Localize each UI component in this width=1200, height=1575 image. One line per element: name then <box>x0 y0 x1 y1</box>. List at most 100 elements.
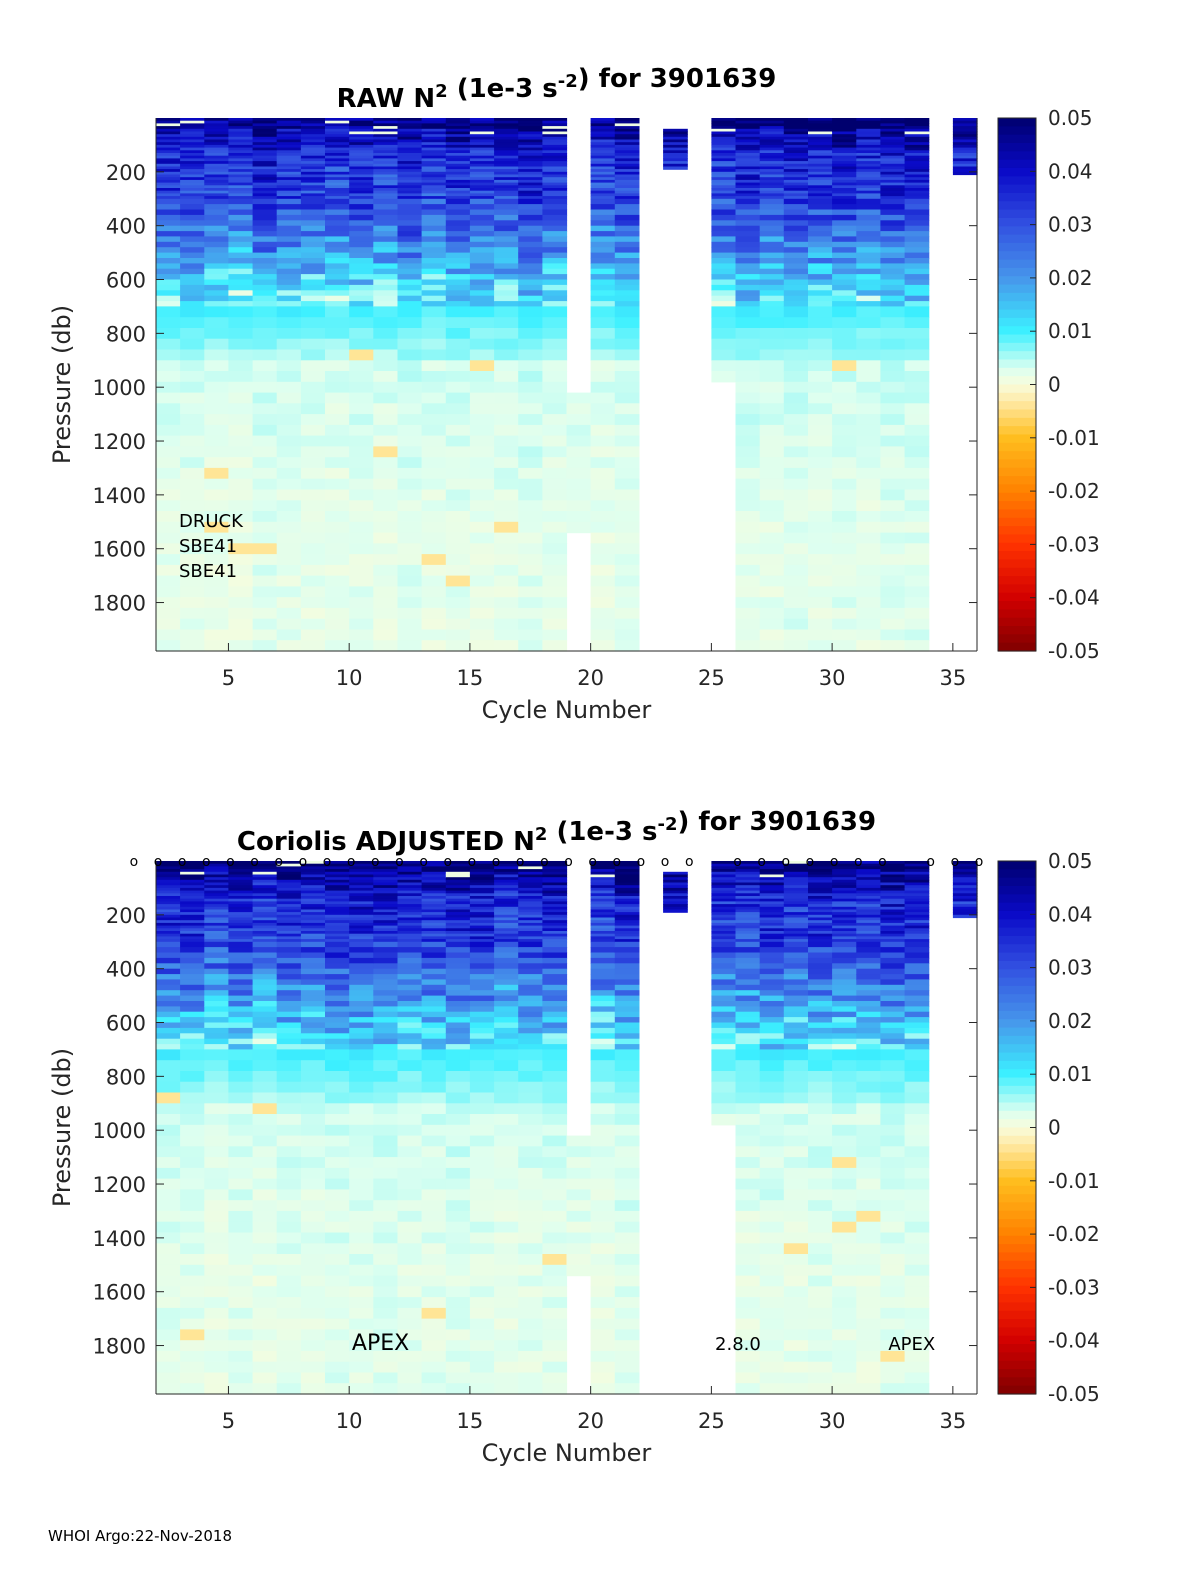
heatmap-cell <box>783 241 809 248</box>
heatmap-cell <box>735 279 761 286</box>
heatmap-cell <box>542 142 568 146</box>
heatmap-cell <box>228 306 254 318</box>
heatmap-cell <box>445 279 471 286</box>
heatmap-cell <box>494 952 519 959</box>
heatmap-cell <box>590 196 616 200</box>
heatmap-cell <box>373 247 398 254</box>
y-tick-label: 400 <box>106 958 146 982</box>
heatmap-cell <box>783 1103 809 1115</box>
heatmap-cell <box>421 1243 447 1255</box>
heatmap-cell <box>542 532 568 544</box>
heatmap-cell <box>614 155 640 159</box>
heatmap-cell <box>880 896 906 900</box>
heatmap-cell <box>880 968 906 975</box>
heatmap-cell <box>276 295 302 302</box>
heatmap-cell <box>735 163 761 168</box>
heatmap-cell <box>783 279 809 286</box>
heatmap-cell <box>542 939 568 943</box>
heatmap-cell <box>349 258 374 264</box>
heatmap-cell <box>228 904 254 908</box>
heatmap-cell <box>783 618 809 631</box>
heatmap-cell <box>228 995 254 1002</box>
float-annotation: 2.8.0 <box>715 1334 761 1355</box>
heatmap-cell <box>156 258 181 264</box>
heatmap-cell <box>276 1210 302 1223</box>
heatmap-cell <box>735 586 761 598</box>
heatmap-cell <box>180 554 205 566</box>
heatmap-cell <box>204 446 229 458</box>
heatmap-cell <box>228 1033 254 1040</box>
heatmap-cell <box>518 1189 543 1201</box>
heatmap-cell <box>518 128 543 133</box>
heatmap-cell <box>252 1092 278 1104</box>
colorbar-segment <box>998 492 1036 502</box>
heatmap-cell <box>445 607 471 620</box>
heatmap-cell <box>180 928 205 932</box>
heatmap-cell <box>904 521 930 534</box>
heatmap-cell <box>518 144 543 149</box>
heatmap-cell <box>252 414 278 426</box>
heatmap-cell <box>783 979 809 986</box>
heatmap-cell <box>614 231 640 238</box>
heatmap-cell <box>735 252 761 259</box>
heatmap-cell <box>204 118 229 122</box>
heatmap-cell <box>808 1383 833 1395</box>
heatmap-cell <box>421 1232 447 1244</box>
heatmap-cell <box>590 1189 616 1201</box>
heatmap-cell <box>759 871 785 876</box>
heatmap-cell <box>252 1060 278 1072</box>
heatmap-cell <box>759 1318 785 1330</box>
heatmap-cell <box>300 871 326 876</box>
heatmap-cell <box>494 196 519 200</box>
heatmap-cell <box>469 866 495 870</box>
heatmap-cell <box>397 1060 423 1072</box>
heatmap-cell <box>614 153 640 157</box>
heatmap-cell <box>783 131 809 135</box>
heatmap-cell <box>204 1350 229 1363</box>
heatmap-cell <box>783 936 809 940</box>
heatmap-cell <box>300 866 326 870</box>
heatmap-cell <box>952 882 978 886</box>
heatmap-cell <box>421 928 447 932</box>
heatmap-cell <box>614 936 640 940</box>
heatmap-cell <box>325 1017 350 1024</box>
heatmap-cell <box>808 990 833 997</box>
heatmap-cell <box>421 1124 447 1137</box>
heatmap-cell <box>832 1361 857 1374</box>
heatmap-cell <box>590 317 616 329</box>
heatmap-cell <box>445 196 471 200</box>
heatmap-cell <box>735 1178 761 1190</box>
heatmap-cell <box>783 247 809 254</box>
heatmap-cell <box>180 120 205 124</box>
heatmap-cell <box>397 155 423 159</box>
heatmap-cell <box>614 478 640 491</box>
heatmap-cell <box>542 947 568 954</box>
heatmap-cell <box>832 163 857 168</box>
heatmap-cell <box>759 1124 785 1137</box>
heatmap-cell <box>880 922 906 927</box>
heatmap-cell <box>349 1027 374 1034</box>
heatmap-cell <box>880 1243 906 1255</box>
heatmap-cell <box>711 153 737 157</box>
heatmap-cell <box>397 543 423 555</box>
heatmap-cell <box>735 1103 761 1115</box>
heatmap-cell <box>300 147 326 151</box>
heatmap-cell <box>880 301 906 308</box>
heatmap-cell <box>204 424 229 437</box>
heatmap-cell <box>759 947 785 954</box>
heatmap-cell <box>590 511 616 523</box>
qc-marker: o <box>854 854 863 870</box>
heatmap-cell <box>614 1114 640 1126</box>
heatmap-cell <box>808 1254 833 1266</box>
heatmap-cell <box>590 489 616 501</box>
heatmap-cell <box>759 279 785 286</box>
heatmap-cell <box>711 871 737 876</box>
heatmap-cell <box>349 204 374 211</box>
heatmap-cell <box>204 1264 229 1277</box>
heatmap-cell <box>325 241 350 248</box>
heatmap-cell <box>228 1200 254 1212</box>
heatmap-cell <box>880 1011 906 1018</box>
heatmap-cell <box>276 158 302 162</box>
heatmap-cell <box>300 279 326 286</box>
heatmap-cell <box>759 290 785 297</box>
